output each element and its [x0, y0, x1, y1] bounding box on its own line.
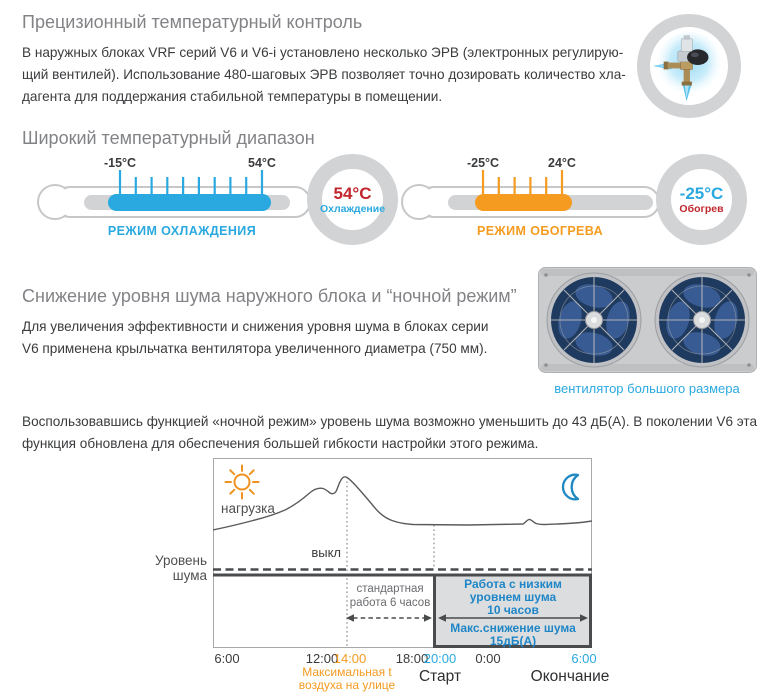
expansion-valve-badge: [637, 14, 741, 118]
noise-paragraph: Для увеличения эффективности и снижения …: [22, 316, 488, 360]
x-tick-20h: 20:00: [423, 651, 457, 666]
standard-operation-arrow: [346, 614, 432, 622]
section-title-noise: Снижение уровня шума наружного блока и “…: [22, 286, 517, 306]
x-tick-18h: 18:00: [395, 651, 429, 666]
cooling-mode-caption: РЕЖИМ ОХЛАЖДЕНИЯ: [107, 224, 257, 238]
precision-paragraph: В наружных блоках VRF серий V6 и V6-i ус…: [22, 42, 626, 108]
large-fan-photo: [538, 267, 757, 373]
fan-right: [654, 272, 750, 368]
x-tick-6h-end: 6:00: [571, 651, 597, 666]
paragraph-line: функция обновлена для обеспечения больше…: [22, 436, 539, 451]
heating-ticks: [481, 170, 564, 194]
paragraph-line: V6 применена крыльчатка вентилятора увел…: [22, 341, 488, 356]
paragraph-line: Для увеличения эффективности и снижения …: [22, 319, 489, 334]
heating-badge-label: Обогрев: [679, 202, 724, 215]
cooling-ticks: [118, 170, 264, 194]
fan-left: [546, 272, 642, 368]
thermometer-cooling: [37, 170, 311, 220]
x-tick-6h: 6:00: [214, 651, 240, 666]
cooling-badge-value: 54°C: [333, 183, 372, 203]
max-outdoor-temp-label: Максимальная t воздуха на улице: [298, 665, 396, 692]
off-label: выкл: [311, 545, 341, 560]
start-label: Старт: [418, 668, 462, 685]
sun-icon: [224, 464, 260, 500]
heating-badge-value: -25°C: [679, 183, 724, 203]
paragraph-line: щий вентилей). Использование 480-шаговых…: [22, 67, 626, 82]
load-label: нагрузка: [221, 501, 275, 516]
paragraph-line: дагента для поддержания стабильной темпе…: [22, 89, 443, 104]
section-title-precision: Прецизионный температурный контроль: [22, 12, 363, 32]
low-noise-operation-arrow: [438, 614, 588, 622]
end-label: Окончание: [530, 668, 610, 685]
heating-max-temp: 24°C: [548, 156, 576, 170]
fan-photo-caption: вентилятор большого размера: [554, 381, 740, 396]
low-noise-period-box: [433, 573, 592, 648]
paragraph-line: В наружных блоках VRF серий V6 и V6-i ус…: [22, 45, 624, 60]
standard-operation-label: стандартная работа 6 часов: [349, 583, 431, 609]
night-mode-chart: нагрузка выкл стандартная работа 6 часов…: [213, 458, 592, 648]
night-mode-paragraph: Воспользовавшись функцией «ночной режим»…: [22, 411, 757, 455]
section-title-range: Широкий температурный диапазон: [22, 128, 315, 148]
cooling-badge: 54°C Охлаждение: [307, 154, 398, 245]
paragraph-line: Воспользовавшись функцией «ночной режим»…: [22, 414, 758, 429]
expansion-valve-icon: [652, 31, 722, 102]
heating-min-temp: -25°C: [466, 156, 500, 170]
moon-icon: [561, 473, 580, 501]
night-mode-chart-canvas: [213, 458, 592, 648]
heating-range-fill: [475, 194, 572, 211]
heating-badge: -25°C Обогрев: [656, 154, 747, 245]
cooling-badge-label: Охлаждение: [319, 202, 386, 215]
thermometer-heating: [401, 170, 660, 220]
x-tick-14h: 14:00: [333, 651, 367, 666]
cooling-min-temp: -15°C: [103, 156, 137, 170]
noise-level-axis-label: Уровень шума: [154, 553, 207, 583]
max-noise-reduction-label: Макс.снижение шума 15дБ(А): [450, 621, 576, 648]
x-tick-12h: 12:00: [305, 651, 339, 666]
cooling-range-fill: [108, 194, 271, 211]
heating-mode-caption: РЕЖИМ ОБОГРЕВА: [476, 224, 604, 238]
x-tick-0h: 0:00: [475, 651, 501, 666]
load-curve: [213, 476, 592, 531]
cooling-max-temp: 54°C: [248, 156, 276, 170]
low-noise-operation-label: Работа с низким уровнем шума 10 часов: [464, 577, 562, 617]
